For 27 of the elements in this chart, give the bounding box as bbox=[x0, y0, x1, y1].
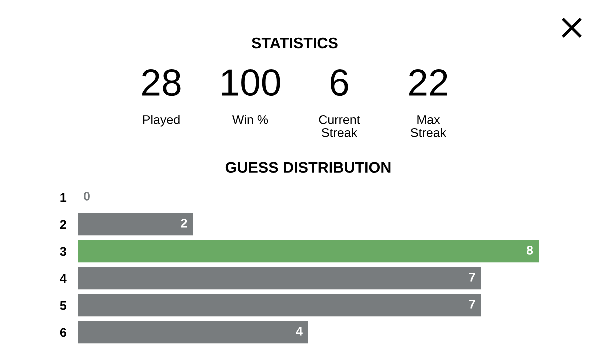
data-label: 8 bbox=[526, 246, 534, 255]
text: 6 bbox=[330, 70, 348, 96]
text: Played bbox=[143, 115, 180, 127]
bar bbox=[78, 267, 482, 290]
data-label: 2 bbox=[181, 219, 188, 228]
bar bbox=[78, 240, 539, 263]
y-tick-label: 4 bbox=[60, 274, 67, 284]
text: Current Streak bbox=[319, 115, 360, 138]
bar bbox=[78, 321, 308, 344]
text: STATISTICS bbox=[252, 38, 338, 49]
data-label: 7 bbox=[469, 273, 476, 282]
bar bbox=[78, 294, 482, 317]
chart-title: GUESS DISTRIBUTION bbox=[226, 162, 391, 174]
y-tick-label: 2 bbox=[60, 220, 66, 230]
y-tick-label: 5 bbox=[60, 301, 67, 310]
data-label: 4 bbox=[296, 327, 303, 336]
y-tick-label: 6 bbox=[60, 328, 66, 338]
text: 100 bbox=[222, 70, 280, 96]
text: Max Streak bbox=[411, 116, 447, 138]
text: 28 bbox=[142, 70, 181, 96]
data-label: 0 bbox=[84, 192, 90, 201]
text: 22 bbox=[410, 70, 448, 96]
text: Win % bbox=[232, 115, 268, 124]
bar bbox=[78, 213, 194, 236]
data-label: 7 bbox=[469, 300, 476, 309]
y-tick-label: 1 bbox=[60, 193, 67, 202]
y-tick-label: 3 bbox=[60, 247, 66, 256]
